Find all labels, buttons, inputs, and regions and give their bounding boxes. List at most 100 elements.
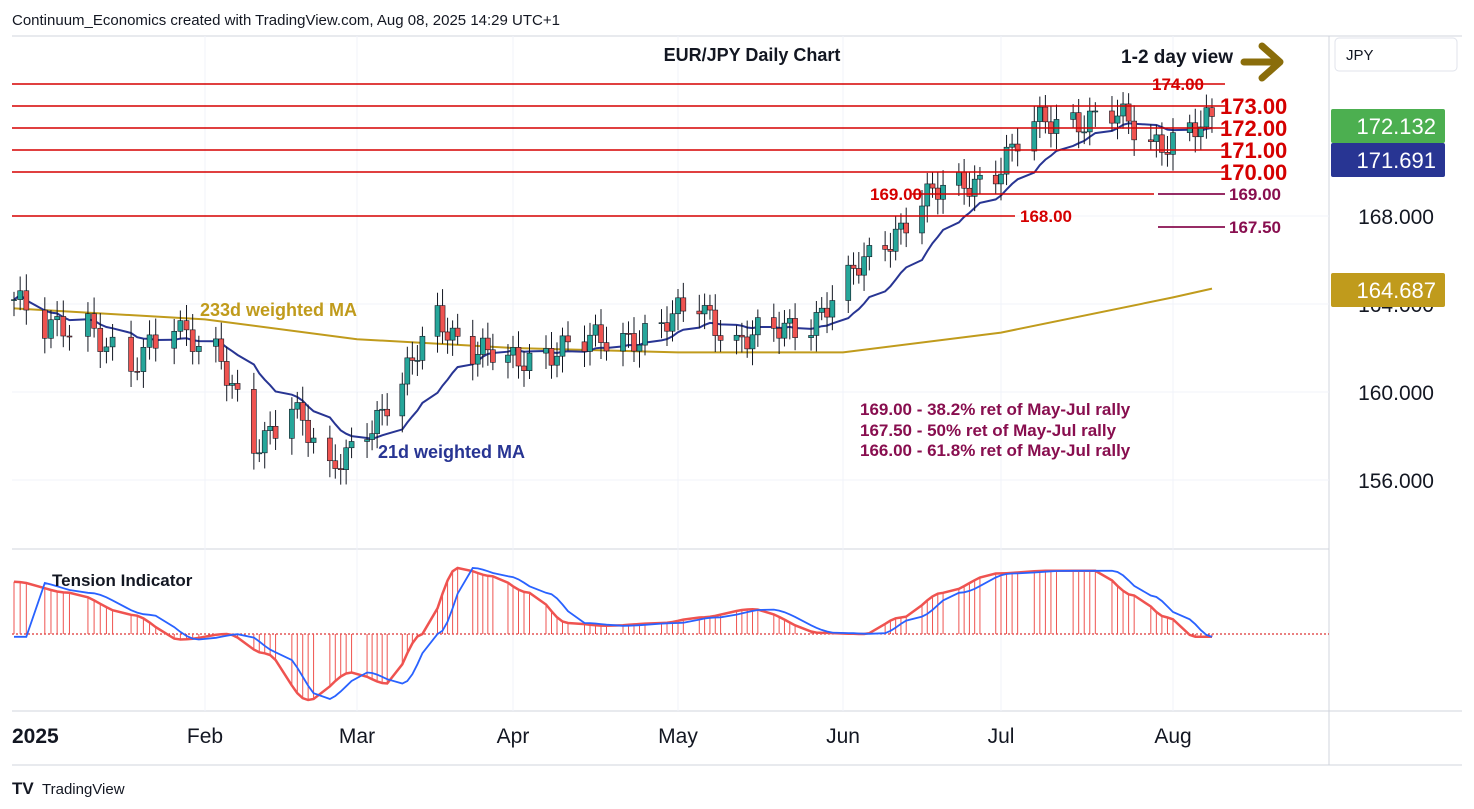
candle-body xyxy=(480,337,486,355)
candle-body xyxy=(1209,107,1215,117)
ma233-line xyxy=(13,287,1213,354)
candle-body xyxy=(218,338,225,362)
annotation-3: 166.00 - 61.8% ret of May-Jul rally xyxy=(860,441,1131,460)
candle-body xyxy=(919,205,925,234)
ma233-label: 233d weighted MA xyxy=(200,300,357,320)
candle-body xyxy=(289,408,295,439)
candle-body xyxy=(845,264,852,301)
candle-body xyxy=(305,419,311,443)
candle-body xyxy=(625,333,632,335)
candle-body xyxy=(861,256,867,276)
candle-body xyxy=(454,327,461,337)
candle-body xyxy=(299,402,306,421)
chart-title: EUR/JPY Daily Chart xyxy=(664,45,841,65)
candle-body xyxy=(177,320,184,332)
candle-body xyxy=(680,297,687,312)
candle-body xyxy=(364,439,370,442)
price-tag xyxy=(1331,273,1445,307)
candle-body xyxy=(337,468,344,470)
candle-body xyxy=(669,313,676,332)
candle-body xyxy=(961,171,967,189)
tradingview-logo[interactable]: TV TradingView xyxy=(12,779,125,798)
candle-body xyxy=(744,336,750,350)
candle-body xyxy=(781,322,788,339)
candle-body xyxy=(554,355,560,366)
x-tick-label: Jul xyxy=(988,725,1015,748)
candle-body xyxy=(444,331,451,341)
candle-body xyxy=(1148,139,1154,142)
candle-body xyxy=(1042,106,1049,123)
price-tag-label: 172.132 xyxy=(1356,114,1436,139)
candle-body xyxy=(1086,110,1093,133)
candle-body xyxy=(399,383,406,417)
candle-body xyxy=(526,352,533,371)
candle-body xyxy=(956,171,962,186)
candle-body xyxy=(189,329,196,352)
candle-body xyxy=(664,322,670,332)
candle-body xyxy=(631,333,637,352)
retracement-label: 169.00 xyxy=(1229,185,1281,204)
candle-body xyxy=(1092,110,1099,113)
candle-body xyxy=(1159,134,1165,153)
candle-body xyxy=(701,305,708,315)
candle-body xyxy=(469,336,476,365)
candle-body xyxy=(213,338,219,347)
x-tick-label: Jun xyxy=(826,725,860,748)
candle-body xyxy=(581,341,588,352)
candle-body xyxy=(294,402,301,410)
candle-body xyxy=(818,307,825,313)
price-tag-label: 171.691 xyxy=(1356,148,1436,173)
candle-body xyxy=(439,305,446,333)
candle-body xyxy=(223,361,230,386)
candle-body xyxy=(636,344,643,352)
candle-body xyxy=(813,312,820,336)
candle-body xyxy=(42,309,48,339)
tension-histogram xyxy=(13,568,1213,700)
x-tick-label: Feb xyxy=(187,725,223,748)
x-tick-label: 2025 xyxy=(12,725,59,748)
annotation-1: 169.00 - 38.2% ret of May-Jul rally xyxy=(860,400,1131,419)
candle-body xyxy=(140,347,147,372)
candle-body xyxy=(966,187,973,197)
candle-body xyxy=(85,313,91,337)
resistance-label: 170.00 xyxy=(1220,160,1287,185)
candle-body xyxy=(929,183,936,189)
candle-body xyxy=(1131,120,1137,141)
candle-body xyxy=(1192,122,1199,138)
candle-body xyxy=(1075,112,1082,133)
candle-body xyxy=(1014,143,1021,152)
candle-body xyxy=(642,323,648,346)
candle-body xyxy=(11,299,17,301)
candle-body xyxy=(592,324,599,336)
candle-body xyxy=(449,327,456,341)
candle-body xyxy=(54,316,60,321)
currency-button-label: JPY xyxy=(1346,47,1374,64)
candle-body xyxy=(251,389,257,454)
candle-body xyxy=(658,322,665,324)
candle-body xyxy=(866,245,873,258)
candle-body xyxy=(903,222,910,234)
candle-body xyxy=(855,268,862,276)
candle-body xyxy=(261,430,268,454)
candle-body xyxy=(103,346,110,352)
candle-body xyxy=(234,383,241,390)
candle-body xyxy=(733,334,740,341)
candle-body xyxy=(97,327,104,352)
candle-body xyxy=(1125,103,1132,122)
resistance-label: 174.00 xyxy=(1152,75,1204,94)
candle-body xyxy=(23,290,30,311)
candle-body xyxy=(327,437,333,462)
candle-body xyxy=(717,335,724,341)
candle-body xyxy=(17,290,23,300)
resistance-label: 173.00 xyxy=(1220,94,1287,119)
currency-button[interactable]: JPY xyxy=(1334,37,1458,72)
candle-body xyxy=(1153,134,1160,142)
candle-body xyxy=(146,334,153,348)
y-tick-label: 156.000 xyxy=(1358,470,1434,493)
price-tag-label: 164.687 xyxy=(1356,278,1436,303)
candle-body xyxy=(707,305,713,311)
candle-body xyxy=(998,173,1004,185)
tension-blue-line xyxy=(14,567,1213,700)
y-tick-label: 160.000 xyxy=(1358,382,1434,405)
